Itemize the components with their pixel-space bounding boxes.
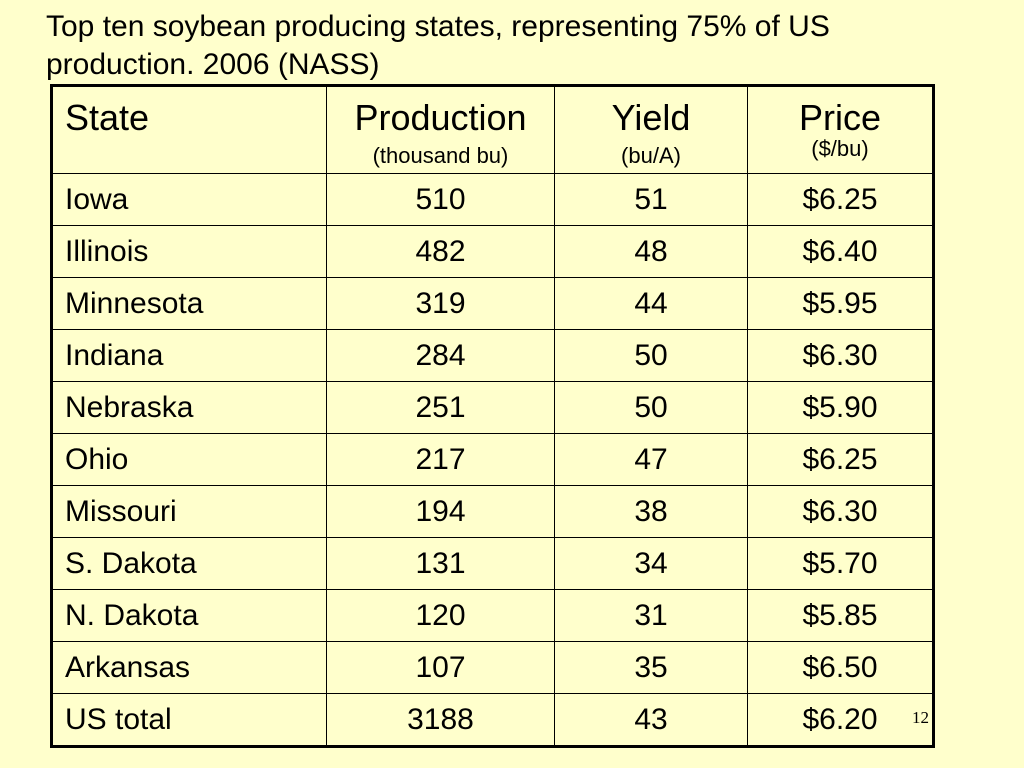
cell-state: N. Dakota — [51, 589, 327, 642]
header-production-unit: (thousand bu) — [372, 143, 509, 168]
cell-state: Ohio — [51, 433, 327, 486]
table-row: Nebraska 251 50 $5.90 — [51, 381, 934, 434]
cell-state: S. Dakota — [51, 537, 327, 590]
cell-price: $6.40 — [747, 225, 934, 278]
cell-price: $5.90 — [747, 381, 934, 434]
header-state: State — [51, 85, 327, 174]
cell-production: 510 — [326, 173, 555, 226]
cell-production: 217 — [326, 433, 555, 486]
cell-production: 120 — [326, 589, 555, 642]
cell-state: Indiana — [51, 329, 327, 382]
header-production-label: Production — [354, 97, 527, 138]
header-row: State Production (thousand bu) Yield (bu… — [51, 85, 934, 174]
soybean-table: State Production (thousand bu) Yield (bu… — [50, 84, 935, 748]
cell-yield: 38 — [554, 485, 748, 538]
cell-yield: 50 — [554, 329, 748, 382]
cell-price: $6.25 — [747, 173, 934, 226]
cell-yield: 34 — [554, 537, 748, 590]
cell-state: Nebraska — [51, 381, 327, 434]
cell-production: 319 — [326, 277, 555, 330]
header-price-label: Price — [798, 97, 882, 138]
table-row: Iowa 510 51 $6.25 — [51, 173, 934, 226]
table-row: Arkansas 107 35 $6.50 — [51, 641, 934, 694]
cell-state: Minnesota — [51, 277, 327, 330]
table-row: N. Dakota 120 31 $5.85 — [51, 589, 934, 642]
cell-price: $6.50 — [747, 641, 934, 694]
header-yield-label: Yield — [611, 97, 691, 138]
cell-yield: 48 — [554, 225, 748, 278]
table-row: Illinois 482 48 $6.40 — [51, 225, 934, 278]
cell-price: $5.70 — [747, 537, 934, 590]
cell-production: 194 — [326, 485, 555, 538]
cell-price: $6.30 — [747, 329, 934, 382]
cell-yield: 51 — [554, 173, 748, 226]
header-yield-unit: (bu/A) — [621, 143, 681, 168]
cell-yield: 35 — [554, 641, 748, 694]
cell-production: 284 — [326, 329, 555, 382]
header-price-unit: ($/bu) — [811, 136, 869, 161]
header-yield: Yield (bu/A) — [554, 85, 748, 174]
cell-state: Illinois — [51, 225, 327, 278]
cell-price: $6.30 — [747, 485, 934, 538]
cell-state: Arkansas — [51, 641, 327, 694]
cell-state: Missouri — [51, 485, 327, 538]
cell-yield: 50 — [554, 381, 748, 434]
cell-price: $5.95 — [747, 277, 934, 330]
cell-state: Iowa — [51, 173, 327, 226]
page-number: 12 — [912, 708, 929, 727]
header-price: Price ($/bu) — [747, 85, 934, 174]
cell-yield: 47 — [554, 433, 748, 486]
cell-production: 482 — [326, 225, 555, 278]
table-row-total: US total 3188 43 $6.20 — [51, 693, 934, 747]
cell-yield: 43 — [554, 693, 748, 747]
cell-production: 107 — [326, 641, 555, 694]
header-state-label: State — [65, 97, 150, 138]
header-production: Production (thousand bu) — [326, 85, 555, 174]
cell-production: 131 — [326, 537, 555, 590]
cell-price: $6.20 — [747, 693, 934, 747]
cell-production: 3188 — [326, 693, 555, 747]
table-row: Indiana 284 50 $6.30 — [51, 329, 934, 382]
table-row: S. Dakota 131 34 $5.70 — [51, 537, 934, 590]
cell-yield: 44 — [554, 277, 748, 330]
slide-title: Top ten soybean producing states, repres… — [46, 10, 830, 81]
cell-price: $5.85 — [747, 589, 934, 642]
cell-price: $6.25 — [747, 433, 934, 486]
table-row: Minnesota 319 44 $5.95 — [51, 277, 934, 330]
cell-state: US total — [51, 693, 327, 747]
table-row: Ohio 217 47 $6.25 — [51, 433, 934, 486]
table-row: Missouri 194 38 $6.30 — [51, 485, 934, 538]
cell-yield: 31 — [554, 589, 748, 642]
cell-production: 251 — [326, 381, 555, 434]
